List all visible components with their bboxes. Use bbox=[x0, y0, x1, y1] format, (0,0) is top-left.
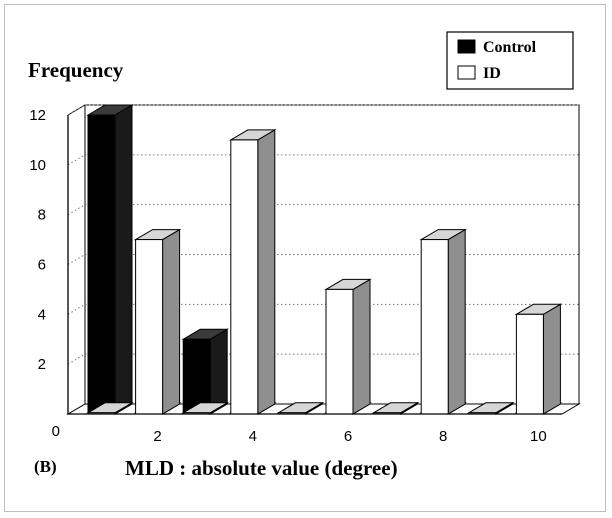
gridlines bbox=[67, 104, 579, 365]
bar-front bbox=[230, 139, 259, 415]
bar-front bbox=[135, 239, 164, 415]
gridline-side bbox=[67, 353, 86, 365]
legend-swatch-id bbox=[457, 65, 476, 80]
gridline-side bbox=[67, 303, 86, 315]
y-tick-label: 6 bbox=[38, 257, 46, 274]
x-tick-label: 4 bbox=[249, 428, 257, 445]
bars bbox=[86, 104, 563, 415]
legend-swatch-control bbox=[457, 39, 476, 54]
legend-label-id: ID bbox=[483, 65, 501, 82]
bar-control-1 bbox=[86, 104, 134, 415]
x-tick-label: 10 bbox=[530, 428, 547, 445]
y-tick-label: 4 bbox=[38, 306, 46, 323]
y-tick-label: 0 bbox=[52, 423, 60, 440]
bar-side bbox=[352, 278, 371, 415]
bar-front bbox=[420, 239, 449, 415]
bar-front bbox=[182, 338, 211, 415]
bar-side bbox=[257, 129, 276, 415]
gridline-side bbox=[67, 254, 86, 265]
gridline-side bbox=[67, 104, 86, 116]
bar-id-8 bbox=[419, 228, 468, 415]
y-axis-label: Frequency bbox=[28, 58, 124, 82]
x-tick-label: 2 bbox=[153, 428, 161, 445]
axes: 0 2 4 6 8 10 12 2 4 6 8 10 bbox=[29, 107, 562, 445]
left-wall bbox=[67, 104, 86, 415]
y-tick-label: 2 bbox=[38, 356, 46, 373]
bar-side bbox=[114, 104, 133, 415]
bar-front bbox=[515, 313, 544, 415]
bar-id-10 bbox=[514, 303, 563, 415]
bar-front bbox=[325, 288, 354, 415]
legend: Control ID bbox=[446, 31, 574, 90]
panel-label: (B) bbox=[34, 457, 57, 476]
x-axis-label: MLD : absolute value (degree) bbox=[125, 456, 398, 480]
legend-label-control: Control bbox=[483, 39, 537, 56]
bar-control-3 bbox=[181, 328, 230, 415]
bar-side bbox=[447, 228, 466, 415]
y-tick-label: 8 bbox=[38, 207, 46, 224]
gridline-side bbox=[67, 204, 86, 216]
bar-side bbox=[542, 303, 561, 415]
bar-side bbox=[209, 328, 228, 415]
bar-id-6 bbox=[324, 278, 372, 415]
bar-side bbox=[162, 228, 181, 415]
y-tick-label: 10 bbox=[29, 157, 46, 174]
x-tick-label: 6 bbox=[344, 428, 352, 445]
gridline-side bbox=[67, 154, 86, 166]
bar-id-4 bbox=[228, 129, 277, 415]
bar-id-2 bbox=[133, 228, 182, 415]
y-tick-label: 12 bbox=[29, 107, 46, 124]
x-tick-label: 8 bbox=[439, 428, 447, 445]
bar-front bbox=[87, 114, 116, 415]
